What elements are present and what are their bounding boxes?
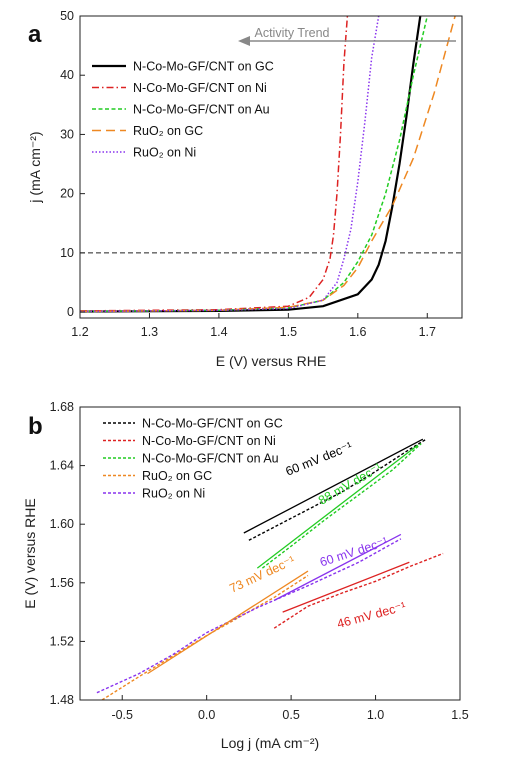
x-tick-label-a-5: 1.7 bbox=[419, 325, 436, 339]
series-b-1-line bbox=[248, 438, 427, 541]
y-tick-label-a-1: 10 bbox=[60, 246, 74, 260]
series-a-5-line bbox=[80, 16, 380, 313]
panel-label-a: a bbox=[28, 21, 42, 48]
tafel-slope-label-5: 46 mV dec⁻¹ bbox=[336, 599, 408, 631]
y-tick-label-a-5: 50 bbox=[60, 9, 74, 23]
legend-a-label-2: N-Co-Mo-GF/CNT on Ni bbox=[133, 81, 267, 95]
y-tick-label-b-2: 1.56 bbox=[50, 576, 74, 590]
series-a-2-line bbox=[80, 16, 349, 312]
activity-trend-arrow bbox=[238, 36, 456, 46]
legend-a-label-3: N-Co-Mo-GF/CNT on Au bbox=[133, 103, 270, 117]
tafel-fit-line-2 bbox=[282, 561, 410, 613]
legend-b-label-4: RuO₂ on GC bbox=[142, 469, 212, 483]
y-axis-label-a: j (mA cm⁻²) bbox=[27, 131, 43, 203]
x-tick-label-a-1: 1.3 bbox=[141, 325, 158, 339]
legend-b-label-3: N-Co-Mo-GF/CNT on Au bbox=[142, 452, 279, 466]
series-a-1-line bbox=[80, 16, 422, 313]
legend-b: N-Co-Mo-GF/CNT on GC N-Co-Mo-GF/CNT on Ni… bbox=[103, 417, 283, 501]
x-tick-label-b-2: 0.5 bbox=[282, 708, 299, 722]
panel-b: -0.5 0.0 0.5 1.0 1.5 1.48 1.52 1.56 1.60 1.64 1.68… bbox=[22, 400, 469, 751]
y-tick-label-a-3: 30 bbox=[60, 127, 74, 141]
y-tick-label-a-4: 40 bbox=[60, 68, 74, 82]
legend-b-label-2: N-Co-Mo-GF/CNT on Ni bbox=[142, 434, 276, 448]
x-axis-label-a: E (V) versus RHE bbox=[216, 353, 326, 369]
panel-label-b: b bbox=[28, 413, 43, 440]
activity-trend-label: Activity Trend bbox=[254, 26, 329, 40]
x-tick-label-a-3: 1.5 bbox=[280, 325, 297, 339]
x-tick-label-b-3: 1.0 bbox=[367, 708, 384, 722]
tafel-fit-line-3 bbox=[256, 444, 419, 569]
x-tick-label-a-4: 1.6 bbox=[349, 325, 366, 339]
legend-b-label-1: N-Co-Mo-GF/CNT on GC bbox=[142, 417, 283, 431]
y-tick-label-b-4: 1.64 bbox=[50, 459, 74, 473]
tafel-fit-line-5 bbox=[273, 533, 402, 601]
series-a-4-line bbox=[80, 16, 456, 313]
series-b-2-line bbox=[273, 552, 444, 629]
x-tick-label-a-0: 1.2 bbox=[71, 325, 88, 339]
y-axis-label-b: E (V) versus RHE bbox=[22, 498, 38, 608]
plot-frame-a bbox=[79, 15, 463, 319]
tafel-fit-line-4 bbox=[147, 570, 309, 675]
y-tick-label-b-1: 1.52 bbox=[50, 634, 74, 648]
legend-a: N-Co-Mo-GF/CNT on GC N-Co-Mo-GF/CNT on Ni… bbox=[92, 60, 274, 160]
x-tick-label-a-2: 1.4 bbox=[210, 325, 227, 339]
tafel-slope-label-1: 60 mV dec⁻¹ bbox=[284, 439, 355, 478]
legend-a-label-5: RuO₂ on Ni bbox=[133, 146, 196, 160]
x-tick-label-b-4: 1.5 bbox=[451, 708, 468, 722]
y-tick-label-b-5: 1.68 bbox=[50, 400, 74, 414]
legend-a-label-1: N-Co-Mo-GF/CNT on GC bbox=[133, 60, 274, 74]
series-b-4-line bbox=[101, 574, 309, 700]
plot-frame-b bbox=[79, 406, 461, 701]
y-tick-label-a-0: 0 bbox=[67, 305, 74, 319]
y-tick-label-b-3: 1.60 bbox=[50, 517, 74, 531]
series-b-3-line bbox=[261, 443, 422, 569]
panel-a: 1.2 1.3 1.4 1.5 1.6 1.7 0 10 20 30 40 50 E (V) versu… bbox=[27, 9, 463, 369]
legend-a-label-4: RuO₂ on GC bbox=[133, 124, 203, 138]
y-tick-label-a-2: 20 bbox=[60, 187, 74, 201]
legend-b-label-5: RuO₂ on Ni bbox=[142, 487, 205, 501]
x-axis-label-b: Log j (mA cm⁻²) bbox=[221, 735, 319, 751]
x-tick-label-b-0: -0.5 bbox=[111, 708, 133, 722]
tafel-fit-line-1 bbox=[243, 438, 424, 534]
series-b-5-line bbox=[96, 538, 402, 694]
y-tick-label-b-0: 1.48 bbox=[50, 693, 74, 707]
x-tick-label-b-1: 0.0 bbox=[198, 708, 215, 722]
